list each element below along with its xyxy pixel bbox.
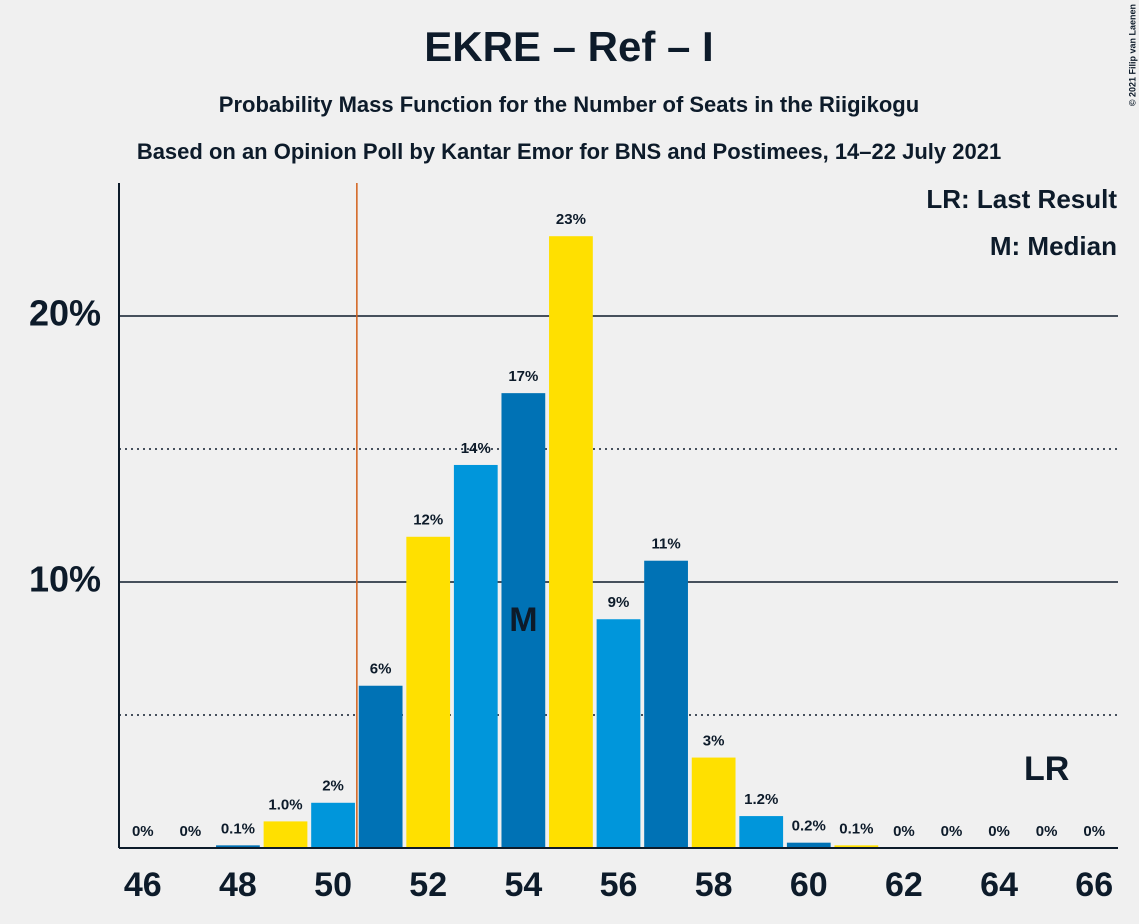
value-label: 2% [322,778,344,795]
bar [644,560,688,848]
subtitle: Probability Mass Function for the Number… [219,92,919,117]
value-label: 11% [651,536,680,553]
value-label: 6% [370,661,392,678]
bar [453,464,498,848]
value-label: 23% [556,211,586,228]
bar [501,393,546,848]
bar [691,757,736,848]
bar [358,685,403,848]
x-tick-label: 66 [1075,866,1113,904]
value-label: 0% [988,823,1010,840]
x-tick-label: 54 [504,866,542,904]
value-label: 1.2% [744,791,778,808]
bar [786,842,831,848]
value-label: 0.1% [839,820,873,837]
x-tick-label: 64 [980,866,1018,904]
bar [596,619,641,848]
bar [406,536,451,848]
x-tick-label: 50 [314,866,352,904]
x-tick-label: 46 [124,866,162,904]
value-label: 0% [941,823,963,840]
value-label: 0.1% [221,820,255,837]
y-tick-label: 10% [29,559,101,600]
legend-entry: LR: Last Result [926,184,1117,214]
value-label: 14% [461,440,491,457]
value-label: 0% [1083,823,1105,840]
value-label: 3% [703,733,725,750]
annotation: LR [1024,750,1069,788]
value-label: 0% [893,823,915,840]
x-tick-label: 60 [790,866,828,904]
value-label: 17% [508,368,538,385]
x-tick-label: 62 [885,866,923,904]
bar [216,845,260,848]
value-label: 12% [413,512,443,529]
value-label: 0% [132,823,154,840]
annotation: M [509,601,537,639]
x-tick-label: 48 [219,866,257,904]
subtitle: Based on an Opinion Poll by Kantar Emor … [137,139,1001,164]
value-label: 0% [180,823,202,840]
y-tick-label: 20% [29,293,101,334]
x-tick-label: 56 [600,866,638,904]
value-label: 9% [608,594,630,611]
bar [311,802,355,848]
x-tick-label: 58 [695,866,733,904]
bar [263,821,308,848]
bar [549,236,593,848]
bar [739,816,784,848]
copyright: © 2021 Filip van Laenen [1127,4,1137,106]
x-tick-label: 52 [409,866,447,904]
value-label: 0.2% [792,818,826,835]
bar [834,845,879,848]
value-label: 1.0% [268,796,302,813]
chart-title: EKRE – Ref – I [424,23,713,70]
legend-entry: M: Median [990,231,1117,261]
value-label: 0% [1036,823,1058,840]
